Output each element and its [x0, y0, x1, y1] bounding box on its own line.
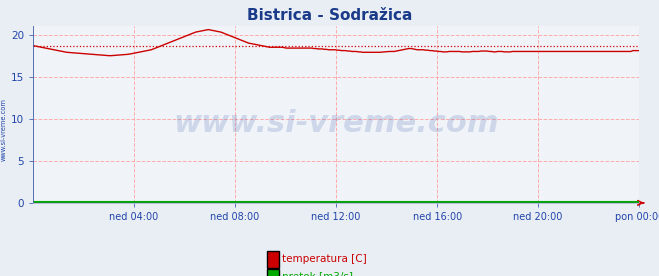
Text: www.si-vreme.com: www.si-vreme.com: [173, 109, 499, 138]
Text: temperatura [C]: temperatura [C]: [282, 254, 367, 264]
Text: www.si-vreme.com: www.si-vreme.com: [1, 98, 7, 161]
Text: pretok [m3/s]: pretok [m3/s]: [282, 272, 353, 276]
Text: Bistrica - Sodražica: Bistrica - Sodražica: [247, 8, 412, 23]
